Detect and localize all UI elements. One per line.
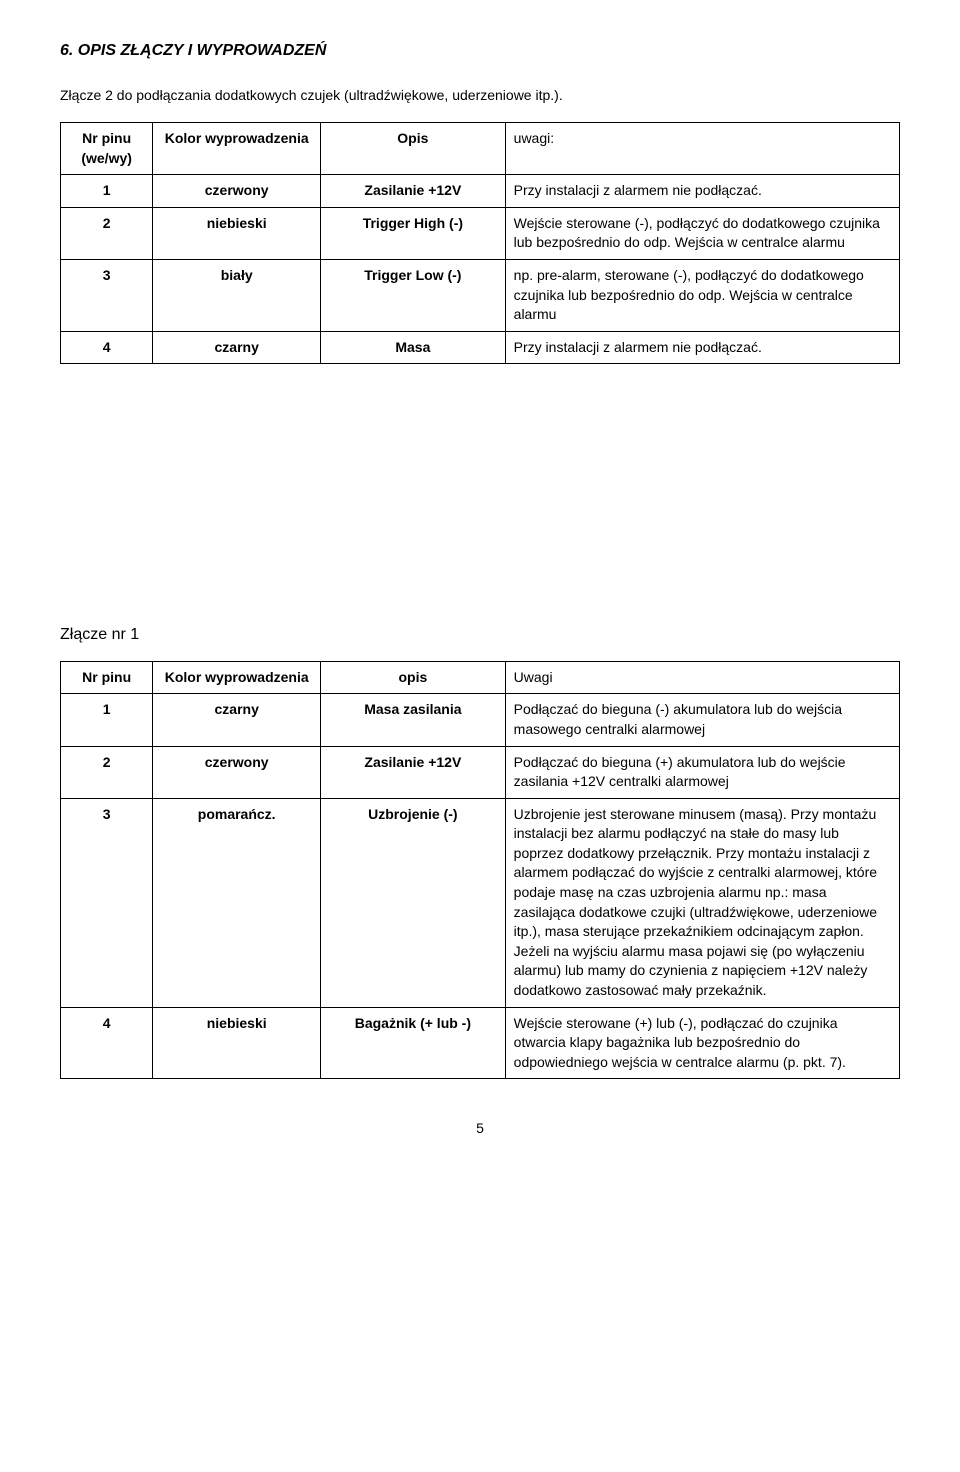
- cell-color: biały: [153, 259, 321, 331]
- table-row: 4 niebieski Bagażnik (+ lub -) Wejście s…: [61, 1007, 900, 1079]
- header-note: uwagi:: [505, 122, 899, 174]
- cell-desc: Zasilanie +12V: [321, 746, 506, 798]
- connector-1-table: Nr pinu Kolor wyprowadzenia opis Uwagi 1…: [60, 661, 900, 1080]
- cell-note: Przy instalacji z alarmem nie podłączać.: [505, 331, 899, 364]
- cell-pin: 2: [61, 746, 153, 798]
- cell-pin: 2: [61, 207, 153, 259]
- connector-2-table: Nr pinu (we/wy) Kolor wyprowadzenia Opis…: [60, 122, 900, 364]
- cell-pin: 3: [61, 259, 153, 331]
- cell-desc: Masa: [321, 331, 506, 364]
- cell-pin: 1: [61, 175, 153, 208]
- cell-desc: Zasilanie +12V: [321, 175, 506, 208]
- connector-1-heading: Złącze nr 1: [60, 624, 900, 646]
- header-desc: Opis: [321, 122, 506, 174]
- cell-pin: 4: [61, 1007, 153, 1079]
- cell-desc: Bagażnik (+ lub -): [321, 1007, 506, 1079]
- cell-note: Podłączać do bieguna (+) akumulatora lub…: [505, 746, 899, 798]
- cell-note: Uzbrojenie jest sterowane minusem (masą)…: [505, 798, 899, 1007]
- intro-text: Złącze 2 do podłączania dodatkowych czuj…: [60, 86, 900, 106]
- cell-desc: Trigger High (-): [321, 207, 506, 259]
- section-heading: 6. OPIS ZŁĄCZY I WYPROWADZEŃ: [60, 40, 900, 62]
- cell-color: czerwony: [153, 746, 321, 798]
- table-row: 3 biały Trigger Low (-) np. pre-alarm, s…: [61, 259, 900, 331]
- cell-pin: 4: [61, 331, 153, 364]
- table-header-row: Nr pinu Kolor wyprowadzenia opis Uwagi: [61, 661, 900, 694]
- cell-color: pomarańcz.: [153, 798, 321, 1007]
- cell-color: niebieski: [153, 1007, 321, 1079]
- header-pin: Nr pinu (we/wy): [61, 122, 153, 174]
- cell-note: Wejście sterowane (-), podłączyć do doda…: [505, 207, 899, 259]
- header-color: Kolor wyprowadzenia: [153, 661, 321, 694]
- cell-color: niebieski: [153, 207, 321, 259]
- cell-pin: 3: [61, 798, 153, 1007]
- cell-desc: Uzbrojenie (-): [321, 798, 506, 1007]
- cell-desc: Trigger Low (-): [321, 259, 506, 331]
- table-row: 1 czerwony Zasilanie +12V Przy instalacj…: [61, 175, 900, 208]
- cell-note: Wejście sterowane (+) lub (-), podłączać…: [505, 1007, 899, 1079]
- cell-color: czerwony: [153, 175, 321, 208]
- cell-color: czarny: [153, 694, 321, 746]
- page-number: 5: [60, 1119, 900, 1139]
- table-row: 3 pomarańcz. Uzbrojenie (-) Uzbrojenie j…: [61, 798, 900, 1007]
- table-row: 1 czarny Masa zasilania Podłączać do bie…: [61, 694, 900, 746]
- cell-note: Podłączać do bieguna (-) akumulatora lub…: [505, 694, 899, 746]
- cell-color: czarny: [153, 331, 321, 364]
- table-header-row: Nr pinu (we/wy) Kolor wyprowadzenia Opis…: [61, 122, 900, 174]
- header-pin: Nr pinu: [61, 661, 153, 694]
- cell-pin: 1: [61, 694, 153, 746]
- table-row: 2 czerwony Zasilanie +12V Podłączać do b…: [61, 746, 900, 798]
- cell-note: Przy instalacji z alarmem nie podłączać.: [505, 175, 899, 208]
- table-row: 4 czarny Masa Przy instalacji z alarmem …: [61, 331, 900, 364]
- cell-desc: Masa zasilania: [321, 694, 506, 746]
- table-row: 2 niebieski Trigger High (-) Wejście ste…: [61, 207, 900, 259]
- cell-note: np. pre-alarm, sterowane (-), podłączyć …: [505, 259, 899, 331]
- header-desc: opis: [321, 661, 506, 694]
- header-note: Uwagi: [505, 661, 899, 694]
- header-color: Kolor wyprowadzenia: [153, 122, 321, 174]
